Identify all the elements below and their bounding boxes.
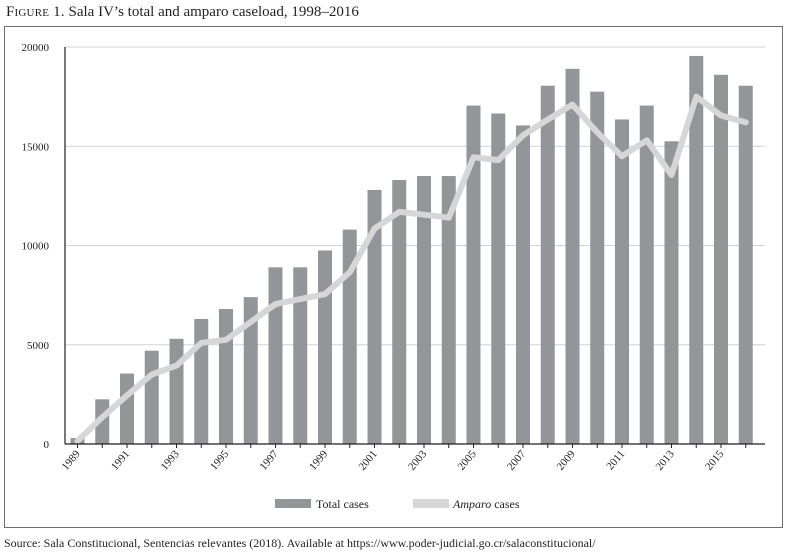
- bar-total-cases: [293, 267, 308, 444]
- bar-total-cases: [144, 350, 159, 444]
- bar-total-cases: [714, 74, 728, 444]
- y-tick-label: 0: [44, 439, 50, 451]
- amparo-line-layer: [74, 93, 749, 444]
- bar-total-cases: [342, 229, 357, 444]
- bar-total-cases: [615, 119, 629, 444]
- bar-total-cases: [590, 91, 605, 444]
- x-tick-label: 1989: [59, 448, 83, 473]
- x-tick-label: 1997: [257, 448, 281, 473]
- bar-total-cases: [540, 85, 555, 444]
- bar-total-cases: [120, 373, 134, 444]
- x-tick-label: 1999: [307, 448, 331, 473]
- y-tick-label: 5000: [27, 340, 50, 352]
- legend-swatch-total-cases: [275, 499, 311, 508]
- figure-title-text: Sala IV’s total and amparo caseload, 199…: [68, 4, 359, 20]
- source-note: Source: Sala Constitucional, Sentencias …: [4, 536, 596, 550]
- bar-total-cases: [367, 189, 382, 444]
- legend-label-amparo-cases: Amparo cases: [452, 497, 520, 511]
- bar-total-cases: [639, 105, 654, 445]
- x-tick-label: 2001: [356, 448, 379, 473]
- bar-total-cases: [738, 85, 753, 444]
- bar-total-cases: [441, 176, 456, 444]
- x-tick-label: 1993: [158, 448, 182, 473]
- caseload-chart: 0 5000 10000 15000 20000 1989 1991 1993 1995 1997…: [22, 42, 765, 511]
- x-tick-label: 1995: [208, 448, 232, 473]
- x-tick-label: 2003: [406, 448, 430, 473]
- legend: Total cases Amparo cases: [275, 497, 520, 511]
- x-tick-label: 2007: [505, 448, 529, 473]
- bar-total-cases: [466, 105, 481, 445]
- x-tick-label: 2011: [604, 448, 627, 472]
- x-tick-label: 2015: [703, 448, 727, 473]
- y-tick-label: 15000: [22, 141, 50, 153]
- legend-label-total-cases: Total cases: [316, 497, 369, 511]
- bar-total-cases: [392, 179, 407, 444]
- grid-lines: [65, 46, 765, 346]
- x-tick-label: 2005: [455, 448, 479, 473]
- bar-total-cases: [219, 309, 233, 444]
- bar-total-cases: [491, 113, 506, 444]
- x-tick-label: 1991: [109, 448, 132, 473]
- y-tick-label: 10000: [22, 241, 50, 253]
- y-tick-label: 20000: [22, 42, 50, 54]
- bar-total-cases: [664, 141, 679, 444]
- bar-total-cases: [169, 338, 184, 444]
- total-cases-bars: [70, 55, 753, 445]
- bar-total-cases: [417, 176, 431, 444]
- bar-total-cases: [565, 68, 580, 445]
- bar-total-cases: [318, 250, 332, 444]
- bar-total-cases: [194, 318, 209, 444]
- chart-frame: 0 5000 10000 15000 20000 1989 1991 1993 1995 1997…: [4, 26, 783, 528]
- bar-total-cases: [243, 297, 258, 444]
- x-tick-label: 2009: [554, 448, 578, 473]
- figure-label: Figure 1.: [6, 4, 65, 20]
- bar-total-cases: [516, 125, 530, 444]
- x-tick-label: 2013: [653, 448, 677, 473]
- figure-title: Figure 1. Sala IV’s total and amparo cas…: [6, 4, 359, 21]
- legend-swatch-amparo-cases: [413, 499, 449, 508]
- bar-total-cases: [689, 55, 704, 445]
- amparo-cases-line: [74, 93, 749, 444]
- bar-total-cases: [268, 267, 283, 444]
